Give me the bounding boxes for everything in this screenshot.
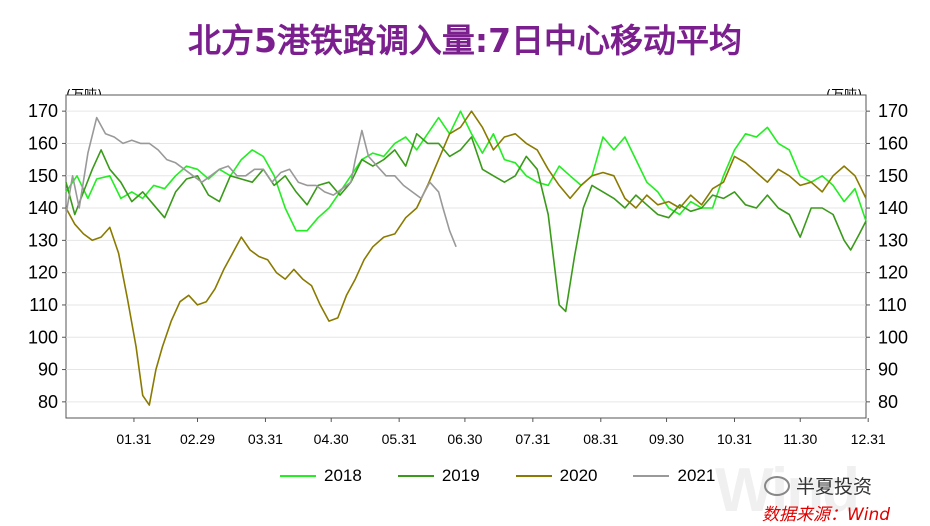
x-tick-label: 01.31 (116, 431, 151, 447)
x-tick-label: 11.30 (783, 431, 817, 447)
y-tick-label-left: 120 (28, 263, 58, 283)
x-tick-label: 04.30 (314, 431, 349, 447)
series-line-2021 (65, 116, 457, 248)
legend-label: 2019 (441, 466, 480, 485)
legend-swatch (397, 475, 434, 477)
y-tick-label-right: 100 (878, 327, 908, 347)
y-tick-label-right: 160 (878, 133, 908, 153)
y-tick-label-left: 90 (38, 360, 58, 380)
y-tick-label-right: 150 (878, 166, 908, 186)
x-tick-label: 05.31 (382, 431, 417, 447)
x-tick-label: 07.31 (515, 431, 550, 447)
legend-item-2019: 2019 (397, 466, 480, 486)
y-tick-label-right: 110 (878, 295, 907, 315)
y-tick-label-right: 130 (878, 230, 908, 250)
legend-item-2018: 2018 (280, 466, 362, 486)
y-tick-label-left: 170 (28, 101, 58, 121)
y-tick-label-right: 140 (878, 198, 908, 218)
legend-label: 2021 (677, 466, 716, 485)
y-tick-label-left: 80 (38, 392, 58, 412)
brand-name: 半夏投资 (796, 476, 873, 498)
legend-item-2021: 2021 (633, 466, 715, 486)
y-tick-label-left: 160 (28, 133, 58, 153)
x-tick-label: 12.31 (851, 431, 886, 447)
plot-area (65, 94, 867, 419)
series-line-2018 (65, 110, 867, 232)
y-tick-label-left: 110 (29, 295, 58, 315)
x-tick-label: 10.31 (717, 431, 752, 447)
y-tick-label-left: 100 (28, 327, 58, 347)
legend-swatch (280, 475, 316, 477)
legend-label: 2020 (559, 466, 598, 485)
y-tick-label-right: 80 (878, 392, 898, 412)
y-tick-label-left: 140 (28, 198, 58, 218)
y-tick-label-right: 170 (878, 101, 908, 121)
x-tick-label: 02.29 (180, 431, 215, 447)
legend-item-2020: 2020 (515, 466, 598, 486)
y-tick-label-left: 150 (28, 166, 58, 186)
chart-title: 北方5港铁路调入量:7日中心移动平均 (187, 21, 743, 60)
legend-swatch (515, 475, 552, 477)
y-tick-label-left: 130 (28, 230, 58, 250)
y-tick-label-right: 120 (878, 263, 908, 283)
x-tick-label: 06.30 (447, 431, 482, 447)
x-tick-label: 03.31 (248, 431, 283, 447)
wechat-icon (764, 475, 790, 496)
legend-label: 2018 (324, 466, 362, 485)
data-source: 数据来源：Wind (762, 505, 891, 525)
x-tick-label: 08.31 (583, 431, 618, 447)
brand: 半夏投资 (764, 472, 872, 499)
legend: 2018 2019 2020 2021 (280, 463, 715, 489)
legend-swatch (633, 475, 670, 477)
x-tick-label: 09.30 (649, 431, 684, 447)
y-tick-label-right: 90 (878, 360, 898, 380)
